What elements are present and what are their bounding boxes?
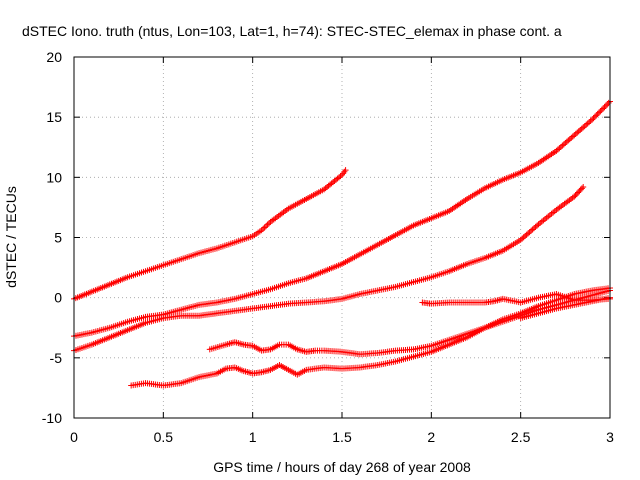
data-point-marker: [529, 226, 536, 233]
data-point-marker: [559, 142, 566, 149]
data-point-marker: [568, 134, 575, 141]
data-point-marker: [523, 231, 530, 238]
data-point-marker: [554, 146, 561, 153]
data-point-marker: [601, 104, 608, 111]
x-tick-labels: 0 0.5 1 1.5 2 2.5 3: [70, 429, 614, 445]
data-point-marker: [581, 123, 588, 130]
data-point-marker: [519, 235, 526, 242]
data-point-marker: [597, 108, 604, 115]
data-point-marker: [534, 222, 541, 229]
data-point-marker: [572, 192, 579, 199]
data-point-marker: [556, 145, 563, 152]
data-point-marker: [593, 112, 600, 119]
data-point-marker: [557, 143, 564, 150]
data-point-marker: [586, 119, 593, 126]
y-tick-label: 20: [46, 49, 62, 65]
data-point-marker: [584, 120, 591, 127]
data-point-marker: [575, 128, 582, 135]
data-point-marker: [604, 101, 611, 108]
data-point-marker: [576, 188, 583, 195]
y-tick-label: -10: [42, 410, 62, 426]
data-point-marker: [569, 133, 576, 140]
data-point-marker: [565, 137, 572, 144]
data-point-marker: [605, 99, 612, 106]
y-tick-labels: -10 -5 0 5 10 15 20: [42, 49, 62, 426]
data-point-marker: [590, 115, 597, 122]
data-point-marker: [560, 141, 567, 148]
y-tick-label: 10: [46, 169, 62, 185]
data-point-marker: [575, 189, 582, 196]
series-3: [71, 183, 587, 354]
data-point-marker: [578, 125, 585, 132]
data-point-marker: [571, 193, 578, 200]
y-tick-label: 0: [54, 290, 62, 306]
data-point-marker: [587, 117, 594, 124]
data-point-marker: [571, 132, 578, 139]
x-tick-label: 2.5: [511, 429, 531, 445]
data-point-marker: [342, 167, 349, 174]
data-point-marker: [563, 138, 570, 145]
data-point-marker: [528, 227, 535, 234]
data-point-marker: [600, 105, 607, 112]
data-point-marker: [589, 116, 596, 123]
data-point-marker: [596, 109, 603, 116]
chart-title: dSTEC Iono. truth (ntus, Lon=103, Lat=1,…: [22, 23, 562, 39]
series-5: [128, 285, 613, 389]
y-axis-label: dSTEC / TECUs: [3, 186, 19, 288]
data-point-marker: [553, 147, 560, 154]
x-tick-label: 1.5: [332, 429, 352, 445]
data-point-marker: [594, 111, 601, 118]
data-point-marker: [525, 230, 532, 237]
series-7: [517, 294, 613, 322]
data-point-marker: [566, 136, 573, 143]
data-point-marker: [261, 224, 268, 231]
x-axis-label: GPS time / hours of day 268 of year 2008: [213, 459, 471, 475]
data-point-marker: [573, 190, 580, 197]
data-point-marker: [578, 185, 585, 192]
data-point-marker: [337, 173, 344, 180]
data-point-marker: [577, 186, 584, 193]
data-series: [71, 98, 613, 389]
grid-lines: [74, 57, 610, 418]
data-point-marker: [577, 127, 584, 134]
data-point-marker: [532, 223, 539, 230]
data-point-marker: [526, 229, 533, 236]
data-point-marker: [263, 223, 270, 230]
x-tick-label: 3: [606, 429, 614, 445]
data-point-marker: [520, 234, 527, 241]
axis-ticks: [73, 56, 611, 419]
data-point-marker: [522, 232, 529, 239]
data-point-marker: [598, 106, 605, 113]
data-point-marker: [517, 236, 524, 243]
data-point-marker: [266, 220, 273, 227]
data-point-marker: [574, 129, 581, 136]
x-tick-label: 0: [70, 429, 78, 445]
data-point-marker: [562, 140, 569, 147]
data-point-marker: [260, 225, 267, 232]
data-point-marker: [572, 130, 579, 137]
data-point-marker: [580, 183, 587, 190]
y-tick-label: 5: [54, 230, 62, 246]
data-point-marker: [580, 124, 587, 131]
plot-frame: [73, 56, 611, 419]
series-4: [206, 287, 613, 358]
series-1: [71, 167, 349, 302]
series-2: [71, 98, 613, 340]
data-point-marker: [531, 225, 538, 232]
data-point-marker: [264, 221, 271, 228]
x-tick-label: 1: [249, 429, 257, 445]
data-point-marker: [583, 121, 590, 128]
x-tick-label: 2: [427, 429, 435, 445]
y-tick-label: -5: [50, 350, 63, 366]
x-tick-label: 0.5: [154, 429, 174, 445]
data-point-marker: [602, 102, 609, 109]
y-tick-label: 15: [46, 109, 62, 125]
data-point-marker: [591, 113, 598, 120]
data-point-marker: [258, 227, 265, 234]
